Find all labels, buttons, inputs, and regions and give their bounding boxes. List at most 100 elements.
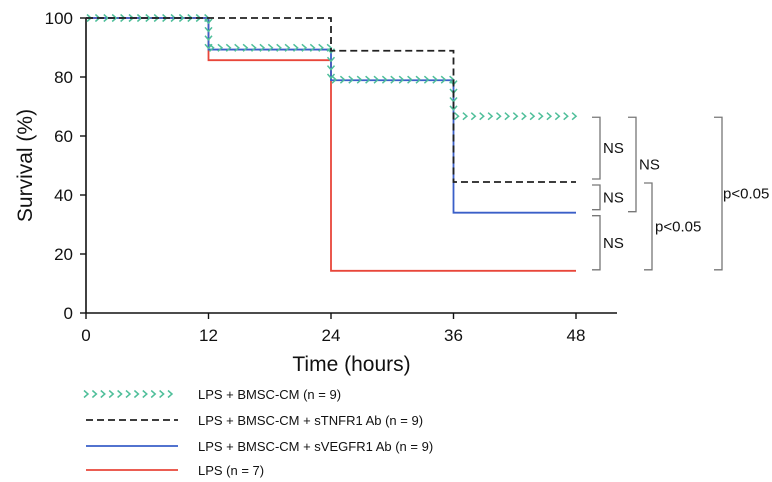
- series-marker: [217, 43, 224, 52]
- series-marker: [276, 43, 282, 52]
- legend: LPS + BMSC-CM (n = 9) LPS + BMSC-CM + sTN…: [83, 387, 433, 478]
- series-marker: [449, 96, 458, 103]
- y-tick-label: 100: [45, 9, 73, 28]
- significance-bracket: [592, 215, 601, 271]
- series-marker: [318, 43, 324, 52]
- significance-label: p<0.05: [723, 186, 769, 203]
- legend-label: LPS + BMSC-CM (n = 9): [198, 387, 341, 402]
- significance-label: NS: [639, 156, 660, 173]
- series-line: [86, 17, 576, 183]
- series-marker: [309, 43, 316, 52]
- legend-marker: [91, 389, 98, 399]
- series-marker: [521, 112, 527, 121]
- legend-label: LPS (n = 7): [198, 463, 264, 478]
- series-marker: [284, 43, 291, 52]
- y-axis-title: Survival (%): [14, 109, 37, 222]
- series-marker: [339, 75, 346, 84]
- series-marker: [293, 43, 299, 52]
- series-marker: [381, 75, 388, 84]
- y-tick-label: 60: [54, 127, 73, 146]
- series-marker: [496, 112, 502, 121]
- series-marker: [326, 73, 336, 80]
- series-marker: [326, 65, 336, 71]
- significance-label: NS: [603, 235, 624, 252]
- series-marker: [563, 112, 569, 121]
- series-marker: [423, 75, 430, 84]
- series-marker: [225, 43, 232, 52]
- series-marker: [111, 13, 118, 23]
- series-marker: [470, 112, 477, 121]
- legend-marker: [117, 389, 123, 399]
- series-marker: [454, 112, 460, 121]
- series-marker: [365, 75, 371, 84]
- legend-marker: [108, 389, 115, 399]
- x-tick-label: 24: [322, 326, 341, 345]
- series-marker: [449, 105, 458, 111]
- series-marker: [479, 112, 485, 121]
- significance-bracket: [644, 182, 653, 271]
- legend-label: LPS + BMSC-CM + sTNFR1 Ab (n = 9): [198, 413, 423, 428]
- series-marker: [204, 35, 213, 41]
- legend-marker: [83, 389, 90, 399]
- significance-label: p<0.05: [655, 218, 701, 235]
- y-tick-label: 20: [54, 245, 73, 264]
- legend-marker: [167, 389, 174, 399]
- legend-label: LPS + BMSC-CM + sVEGFR1 Ab (n = 9): [198, 439, 433, 454]
- significance-bracket: [628, 116, 637, 213]
- y-tick-label: 0: [64, 304, 73, 323]
- series-marker: [204, 26, 213, 33]
- significance-label: NS: [603, 140, 624, 157]
- series-marker: [234, 43, 240, 52]
- x-tick-label: 36: [444, 326, 463, 345]
- series-marker: [326, 56, 336, 63]
- series-marker: [462, 112, 469, 121]
- series-marker: [259, 43, 266, 52]
- series-marker: [204, 18, 213, 25]
- series-marker: [267, 43, 274, 52]
- significance-bracket: [714, 116, 723, 271]
- series-marker: [356, 75, 363, 84]
- series-marker: [546, 112, 553, 121]
- x-tick-label: 12: [199, 326, 218, 345]
- series-marker: [242, 43, 249, 52]
- series-marker: [301, 43, 308, 52]
- y-tick-label: 80: [54, 68, 73, 87]
- series-marker: [331, 75, 338, 84]
- series-marker: [440, 75, 447, 84]
- series-marker: [390, 75, 396, 84]
- series-marker: [571, 112, 578, 121]
- legend-swatch: [83, 389, 174, 399]
- legend-marker: [133, 389, 140, 399]
- series-marker: [504, 112, 511, 121]
- significance-bracket: [592, 116, 601, 180]
- legend-marker: [142, 389, 148, 399]
- axes: 0 12 24 36 48 0 20 40 60 80 100 Time (hours) Surviva…: [14, 9, 617, 376]
- series-marker: [398, 75, 405, 84]
- series-marker: [529, 112, 536, 121]
- significance-label: NS: [603, 189, 624, 206]
- series-marker: [103, 13, 109, 23]
- legend-marker: [159, 389, 165, 399]
- series-marker: [209, 43, 215, 52]
- series-marker: [373, 75, 380, 84]
- series-marker: [487, 112, 494, 121]
- x-tick-label: 0: [81, 326, 90, 345]
- significance-brackets: NS NS NS NS p<0.05 p<0.05: [592, 116, 769, 271]
- legend-marker: [150, 389, 157, 399]
- series-marker: [538, 112, 544, 121]
- series-marker: [415, 75, 422, 84]
- x-axis-title: Time (hours): [292, 353, 410, 376]
- series-marker: [512, 112, 519, 121]
- series-marker: [407, 75, 413, 84]
- series-marker: [251, 43, 257, 52]
- legend-marker: [100, 389, 106, 399]
- series-marker: [348, 75, 354, 84]
- y-tick-label: 40: [54, 186, 73, 205]
- series-marker: [178, 13, 185, 23]
- series-marker: [145, 13, 151, 23]
- series-marker: [554, 112, 561, 121]
- x-tick-label: 48: [567, 326, 586, 345]
- legend-marker: [125, 389, 132, 399]
- significance-bracket: [592, 184, 601, 211]
